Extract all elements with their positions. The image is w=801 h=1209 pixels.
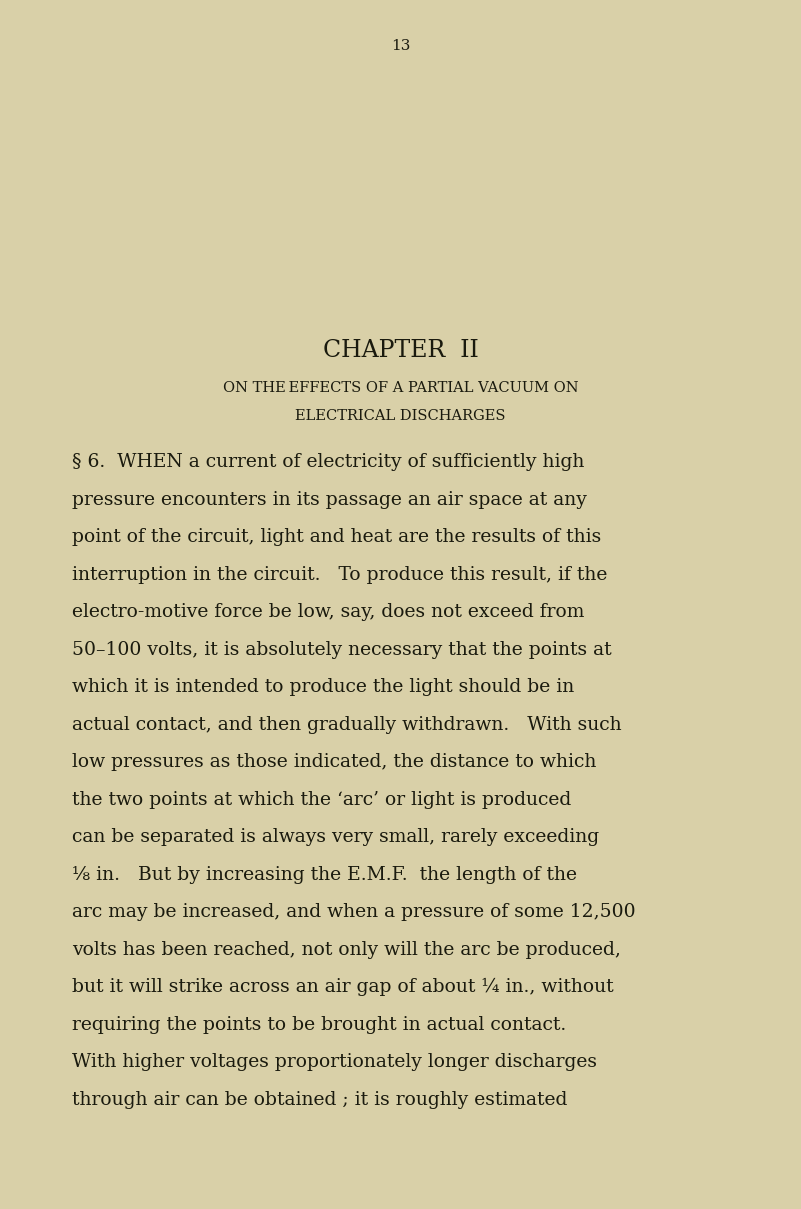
Text: ⅛ in.   But by increasing the E.M.F.  the length of the: ⅛ in. But by increasing the E.M.F. the l…: [72, 866, 577, 884]
Text: actual contact, and then gradually withdrawn.   With such: actual contact, and then gradually withd…: [72, 716, 622, 734]
Text: requiring the points to be brought in actual contact.: requiring the points to be brought in ac…: [72, 1016, 566, 1034]
Text: pressure encounters in its passage an air space at any: pressure encounters in its passage an ai…: [72, 491, 587, 509]
Text: 13: 13: [391, 39, 410, 53]
Text: § 6.  WHEN a current of electricity of sufficiently high: § 6. WHEN a current of electricity of su…: [72, 453, 585, 472]
Text: volts has been reached, not only will the arc be produced,: volts has been reached, not only will th…: [72, 941, 621, 959]
Text: 50–100 volts, it is absolutely necessary that the points at: 50–100 volts, it is absolutely necessary…: [72, 641, 612, 659]
Text: interruption in the circuit.   To produce this result, if the: interruption in the circuit. To produce …: [72, 566, 607, 584]
Text: With higher voltages proportionately longer discharges: With higher voltages proportionately lon…: [72, 1053, 597, 1071]
Text: point of the circuit, light and heat are the results of this: point of the circuit, light and heat are…: [72, 528, 602, 546]
Text: can be separated is always very small, rarely exceeding: can be separated is always very small, r…: [72, 828, 599, 846]
Text: low pressures as those indicated, the distance to which: low pressures as those indicated, the di…: [72, 753, 597, 771]
Text: ON THE EFFECTS OF A PARTIAL VACUUM ON: ON THE EFFECTS OF A PARTIAL VACUUM ON: [223, 381, 578, 395]
Text: arc may be increased, and when a pressure of some 12,500: arc may be increased, and when a pressur…: [72, 903, 636, 921]
Text: CHAPTER  II: CHAPTER II: [323, 339, 478, 361]
Text: but it will strike across an air gap of about ¼ in., without: but it will strike across an air gap of …: [72, 978, 614, 996]
Text: electro-motive force be low, say, does not exceed from: electro-motive force be low, say, does n…: [72, 603, 585, 621]
Text: through air can be obtained ; it is roughly estimated: through air can be obtained ; it is roug…: [72, 1091, 567, 1109]
Text: which it is intended to produce the light should be in: which it is intended to produce the ligh…: [72, 678, 574, 696]
Text: ELECTRICAL DISCHARGES: ELECTRICAL DISCHARGES: [296, 409, 505, 423]
Text: the two points at which the ‘arc’ or light is produced: the two points at which the ‘arc’ or lig…: [72, 791, 571, 809]
